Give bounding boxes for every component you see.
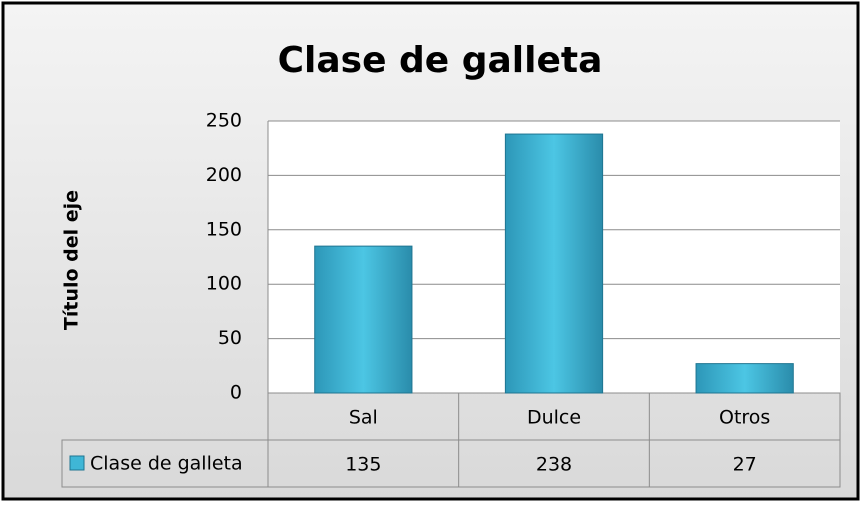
legend-label: Clase de galleta — [90, 453, 243, 475]
bar — [695, 363, 794, 394]
data-table-value: 27 — [733, 454, 757, 476]
data-table-value: 135 — [345, 454, 381, 476]
data-table-legend-cell — [61, 439, 269, 488]
y-tick-label: 250 — [206, 110, 242, 132]
y-tick-label: 200 — [206, 164, 242, 186]
x-tick-label: Otros — [719, 407, 770, 429]
y-tick-label: 50 — [218, 327, 242, 349]
y-tick-label: 100 — [206, 273, 242, 295]
bar — [314, 245, 413, 394]
y-tick-label: 150 — [206, 218, 242, 240]
legend-key — [69, 455, 85, 471]
x-tick-label: Dulce — [527, 407, 581, 429]
y-axis-title: Título del eje — [61, 190, 83, 330]
bar — [504, 133, 604, 394]
data-table-value: 238 — [536, 454, 572, 476]
y-tick-label: 0 — [230, 382, 242, 404]
x-tick-label: Sal — [349, 407, 378, 429]
chart-title: Clase de galleta — [278, 40, 603, 81]
